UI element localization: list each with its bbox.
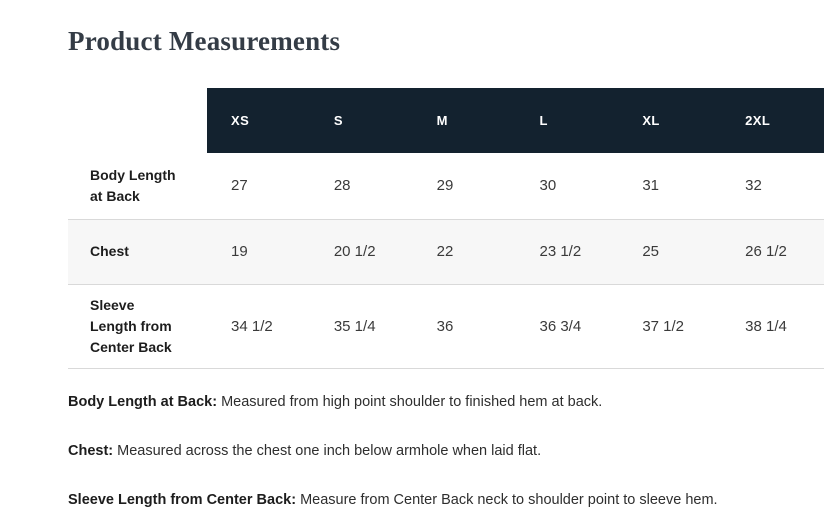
note-term: Chest: [68,442,114,459]
measurement-definitions: Body Length at Back: Measured from high … [68,392,804,511]
note-sleeve-length: Sleeve Length from Center Back: Measure … [68,490,804,511]
measurement-value-cell: 28 [333,177,351,195]
table-row-body-length: Body Length at Back 27 28 29 30 31 32 [68,153,824,219]
note-text: Measure from Center Back neck to shoulde… [300,491,718,508]
size-header-2xl: 2XL [721,88,824,153]
measurement-value-cell: 36 3/4 [515,284,619,369]
row-label-line: at Back [90,187,140,204]
row-label-line: Chest [90,243,129,259]
measurement-value-cell: 35 1/4 [309,284,413,369]
row-label-body-length: Body Length at Back [68,153,207,219]
page-title: Product Measurements [68,26,341,56]
note-body-length: Body Length at Back: Measured from high … [68,392,804,413]
size-header-m: M [412,88,516,153]
measurement-value-cell: 36 [412,284,516,369]
measurement-value-cell: 27 [231,177,248,195]
size-header-xs: XS [207,88,310,153]
row-label-line: Sleeve [90,296,135,313]
measurement-value-cell: 19 [207,218,310,285]
size-header-xl: XL [618,88,722,153]
size-header-s: S [309,88,413,153]
measurement-value-cell: 31 [642,177,659,195]
measurement-value-cell: 26 1/2 [721,218,824,285]
row-label-sleeve-length: Sleeve Length from Center Back [68,284,207,369]
note-chest: Chest: Measured across the chest one inc… [68,441,804,462]
size-chart-table: XS S M L XL 2XL Body Length at Back 27 2… [68,88,824,369]
measurement-value-cell: 38 1/4 [721,284,824,369]
note-text: Measured across the chest one inch below… [117,442,542,459]
measurement-value-cell: 20 1/2 [309,218,413,285]
table-row-chest: Chest 19 20 1/2 22 23 1/2 25 26 1/2 [68,218,824,285]
corner-cell [68,88,207,153]
row-label-line: Body Length [90,166,176,183]
measurement-value-cell: 25 [618,218,722,285]
row-label-chest: Chest [68,218,207,285]
table-row-sleeve-length: Sleeve Length from Center Back 34 1/2 35… [68,284,824,369]
note-text: Measured from high point shoulder to fin… [221,393,603,410]
measurement-value-cell: 37 1/2 [618,284,722,369]
measurement-value-cell: 23 1/2 [515,218,619,285]
row-label-line: Center Back [90,338,172,355]
measurement-value-cell: 29 [436,177,454,195]
measurement-value-cell: 34 1/2 [207,284,310,369]
row-label-line: Length from [90,317,172,334]
note-term: Body Length at Back: [68,393,218,410]
measurement-value-cell: 30 [539,177,557,195]
measurement-value-cell: 32 [745,177,762,195]
measurement-value-cell: 22 [412,218,516,285]
size-chart-header: XS S M L XL 2XL [68,88,824,153]
note-term: Sleeve Length from Center Back: [68,491,297,508]
size-header-l: L [515,88,619,153]
